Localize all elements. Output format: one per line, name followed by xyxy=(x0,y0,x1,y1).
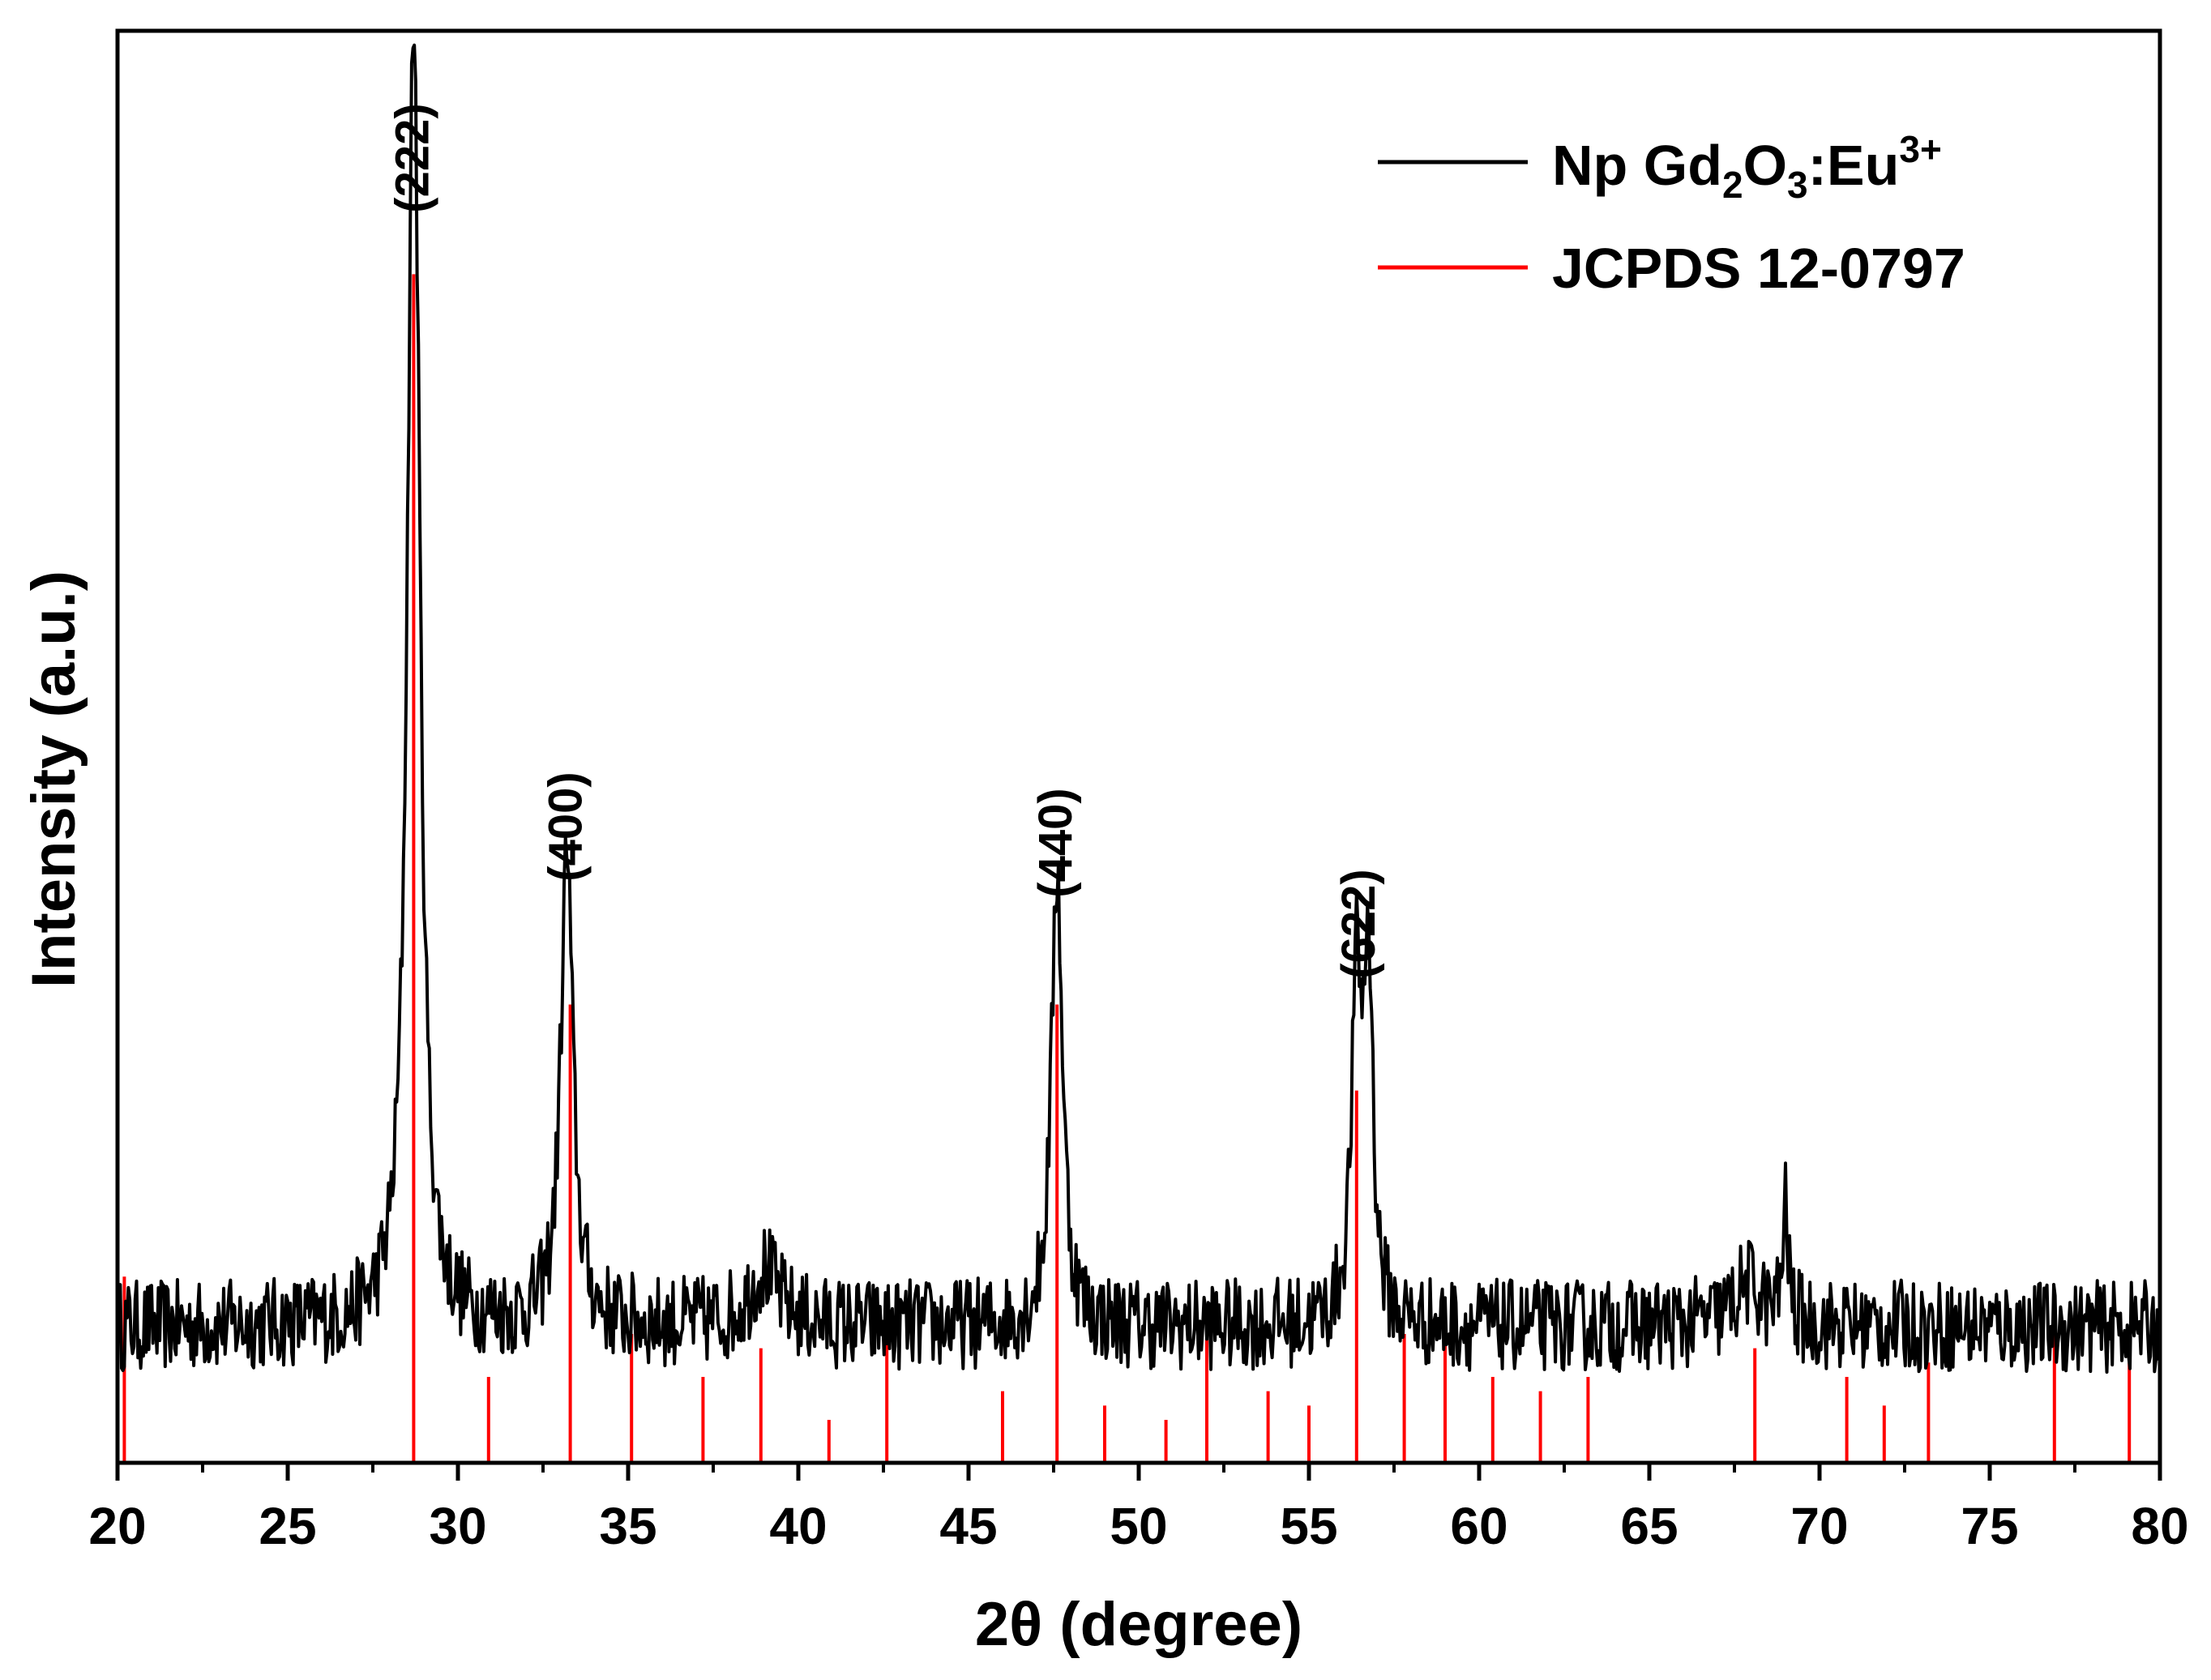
x-tick-label: 75 xyxy=(1961,1497,2018,1555)
x-tick-label: 60 xyxy=(1450,1497,1508,1555)
legend-label-sample-sub2: 3 xyxy=(1787,164,1808,206)
peak-annotations: (222) (400) (440) (622) xyxy=(386,103,1385,978)
x-tick-label: 20 xyxy=(88,1497,146,1555)
x-tick-label: 25 xyxy=(259,1497,316,1555)
legend-label-sample-tail: :Eu xyxy=(1808,134,1900,197)
x-tick-label: 40 xyxy=(769,1497,827,1555)
peak-label: (222) xyxy=(386,103,438,212)
x-tick-label: 70 xyxy=(1790,1497,1848,1555)
sample-series xyxy=(116,43,2162,1374)
x-tick-label: 45 xyxy=(939,1497,997,1555)
x-tick-label: 30 xyxy=(429,1497,486,1555)
x-tick-label: 80 xyxy=(2131,1497,2188,1555)
peak-label: (400) xyxy=(539,772,592,881)
legend-label-sample-sub1: 2 xyxy=(1722,164,1743,206)
y-axis-title: Intensity (a.u.) xyxy=(19,571,88,988)
x-axis-tick-labels: 20 25 30 35 40 45 50 55 60 65 70 75 80 xyxy=(88,1497,2188,1555)
peak-label: (622) xyxy=(1332,869,1385,978)
legend-label-sample-main: Np Gd xyxy=(1552,134,1722,197)
reference-series xyxy=(122,274,2132,1463)
x-tick-label: 55 xyxy=(1280,1497,1337,1555)
x-tick-label: 65 xyxy=(1620,1497,1678,1555)
peak-label: (440) xyxy=(1029,788,1082,897)
legend-label-sample-sup: 3+ xyxy=(1899,128,1941,170)
legend: Np Gd2O3:Eu3+ JCPDS 12-0797 xyxy=(1378,128,1965,300)
x-axis-ticks xyxy=(115,1463,2162,1481)
legend-label-sample-mid: O xyxy=(1743,134,1787,197)
legend-label-reference: JCPDS 12-0797 xyxy=(1552,237,1965,300)
x-tick-label: 50 xyxy=(1110,1497,1167,1555)
x-axis-title: 2θ (degree) xyxy=(975,1590,1302,1659)
legend-label-sample: Np Gd2O3:Eu3+ xyxy=(1552,128,1942,206)
x-tick-label: 35 xyxy=(599,1497,656,1555)
sample-pattern-line xyxy=(116,43,2162,1374)
